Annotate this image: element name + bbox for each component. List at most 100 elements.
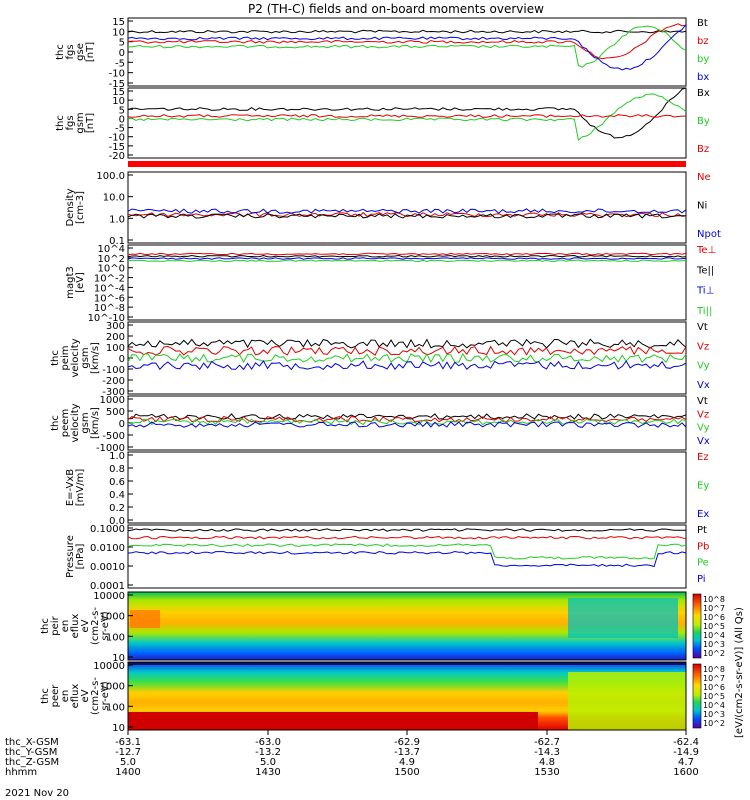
series-line-Vz — [127, 345, 687, 356]
y-tick-label: 10^-4 — [94, 283, 125, 294]
series-line-bz — [127, 23, 687, 60]
y-tick-label: 0.6 — [109, 477, 125, 488]
series-line-Ni — [127, 213, 687, 219]
y-tick-label: 10 — [112, 653, 125, 664]
y-tick-label: 100.0 — [96, 171, 125, 182]
y-axis-label: Density — [65, 188, 76, 226]
footer-value: -12.7 — [115, 747, 141, 758]
y-axis-label: (cm2-s- — [90, 677, 101, 715]
series-line-By — [127, 93, 687, 141]
footer-value: -13.2 — [255, 747, 281, 758]
y-axis-label: eflux — [70, 684, 81, 709]
y-axis-label: (cm2-s- — [90, 607, 101, 645]
colorbar-tick: 10^5 — [703, 692, 725, 701]
legend-entry: bx — [697, 72, 709, 83]
y-axis-label: gsm — [75, 112, 86, 133]
y-tick-label: 100 — [106, 343, 125, 354]
panel-flag-bar — [128, 161, 686, 167]
y-tick-label: 0 — [119, 354, 125, 365]
y-axis-label: [mV/m] — [75, 469, 86, 507]
y-axis-label: magt3 — [65, 266, 76, 299]
series-line-Bx — [127, 87, 687, 139]
legend-entry: bz — [697, 36, 709, 47]
series-line-bx — [127, 24, 687, 71]
colorbar-peir — [692, 593, 702, 659]
panel-frame — [127, 451, 687, 524]
y-axis-label: [cm-3] — [75, 191, 86, 224]
y-axis-label: eV — [80, 619, 91, 632]
footer-value: -13.7 — [394, 747, 420, 758]
legend-entry: Pi — [697, 574, 706, 585]
y-tick-label: -5 — [115, 58, 125, 69]
footer-row-label: thc_Z-GSM — [5, 757, 59, 768]
y-axis-label: sr-eV) — [100, 611, 111, 640]
series-line-Npot — [127, 208, 687, 214]
footer-value: 1500 — [394, 767, 419, 778]
legend-entry: Pt — [697, 525, 707, 536]
legend-entry: Vx — [697, 436, 710, 447]
series-line-by — [128, 25, 687, 68]
spec-patch — [128, 712, 538, 730]
y-axis-label: velocity — [70, 338, 81, 377]
footer-row-label: hhmm — [5, 767, 37, 778]
y-tick-label: 10 — [112, 27, 125, 38]
panel-frame — [127, 171, 687, 244]
y-axis-label: thc — [50, 415, 61, 431]
footer-value: 4.9 — [399, 757, 415, 768]
y-tick-label: 100 — [106, 702, 125, 713]
y-tick-label: 300 — [106, 321, 125, 332]
series-line-Pb — [127, 535, 687, 540]
footer-value: 1600 — [673, 767, 698, 778]
footer-value: -14.3 — [534, 747, 560, 758]
y-tick-label: -300 — [102, 387, 125, 398]
y-axis-label: gsm — [80, 412, 91, 433]
colorbar-tick: 10^3 — [703, 640, 725, 649]
y-axis-label: peer — [50, 684, 61, 708]
y-axis-label: peim — [60, 345, 71, 370]
footer-value: -14.9 — [673, 747, 699, 758]
legend-entry: Vy — [697, 423, 710, 434]
legend-entry: Bt — [697, 18, 708, 29]
y-axis-label: en — [60, 620, 71, 633]
legend-entry: Vt — [697, 396, 708, 407]
colorbar-tick: 10^4 — [703, 701, 725, 710]
y-axis-label: en — [60, 690, 71, 703]
footer-value: -62.4 — [673, 737, 699, 748]
y-tick-label: 200 — [106, 332, 125, 343]
panel-e-vxb: 1.0 0.8 0.6 0.4 0.2 0.0 E=-VxB [mV/m] Ez Ey Ex — [65, 451, 709, 527]
legend-entry: Ni — [697, 201, 707, 212]
y-tick-label: 15 — [112, 87, 125, 98]
y-tick-label: -5 — [115, 124, 125, 135]
footer-value: -62.7 — [534, 737, 560, 748]
y-tick-label: 10^4 — [98, 244, 125, 255]
y-tick-label: 10 — [112, 723, 125, 734]
y-tick-label: 10^-6 — [94, 293, 125, 304]
series-line-Vt — [127, 413, 687, 420]
legend-entry: Ey — [697, 481, 709, 492]
y-tick-label: 10^0 — [98, 264, 125, 275]
series-line-Te — [127, 254, 687, 258]
legend-entry: Vz — [697, 341, 709, 352]
legend-entry: Bx — [697, 88, 710, 99]
series-line-Pi — [127, 550, 687, 568]
y-tick-label: -10 — [109, 69, 125, 80]
legend-entry: Vt — [697, 322, 708, 333]
y-tick-label: -100 — [102, 365, 125, 376]
footer-date: 2021 Nov 20 — [5, 788, 69, 799]
spec-patch — [128, 662, 686, 665]
y-tick-label: -10 — [109, 133, 125, 144]
colorbar-tick: 10^7 — [703, 604, 725, 613]
series-line-Ti — [127, 259, 687, 263]
legend-entry: Pb — [697, 541, 709, 552]
colorbar-tick: 10^5 — [703, 622, 725, 631]
y-tick-label: 0 — [119, 114, 125, 125]
y-axis-label: thc — [55, 115, 66, 131]
y-tick-label: 10^-2 — [94, 274, 125, 285]
colorbar-tick: 10^8 — [703, 665, 725, 674]
series-line-Bz — [127, 114, 686, 118]
series-line-Ne — [127, 211, 687, 218]
y-tick-label: 0.4 — [109, 490, 125, 501]
series-line-Ti — [127, 257, 687, 260]
